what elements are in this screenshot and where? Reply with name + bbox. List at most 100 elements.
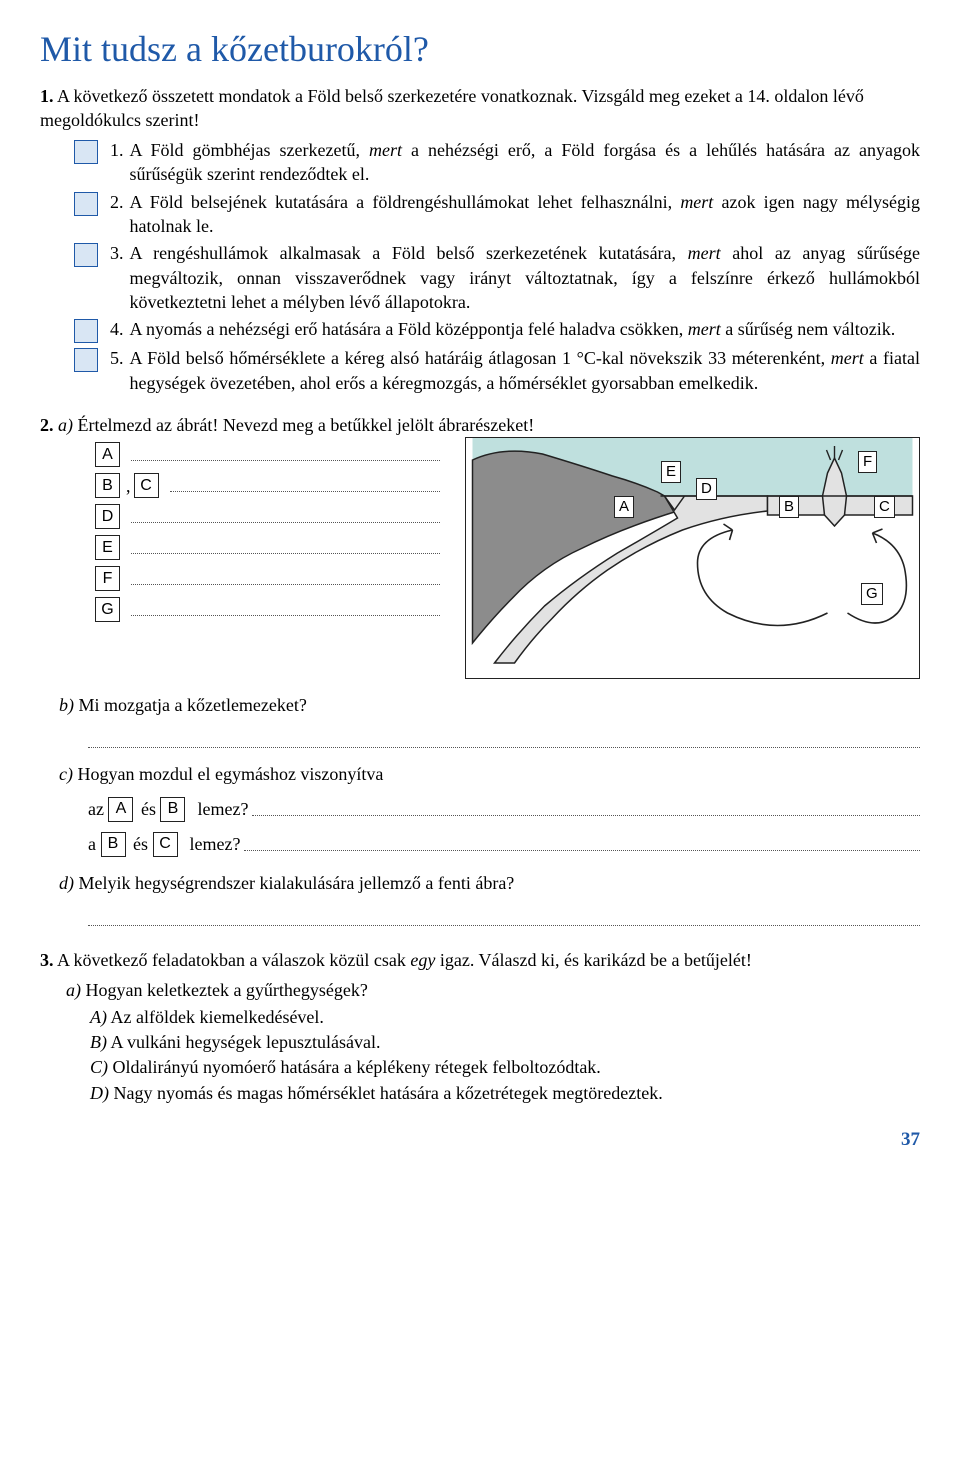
diag-label-A: A <box>614 496 634 518</box>
option-text: Oldalirányú nyomóerő hatására a képléken… <box>113 1057 601 1077</box>
q3a-label: a) <box>66 980 81 1000</box>
answer-checkbox[interactable] <box>74 192 98 216</box>
q2d: d) Melyik hegységrendszer kialakulására … <box>59 871 920 895</box>
answer-line[interactable] <box>131 572 440 585</box>
text-lemez: lemez? <box>190 832 241 856</box>
q2a-text: Értelmezd az ábrát! Nevezd meg a betűkke… <box>78 415 535 435</box>
row-G[interactable]: G <box>95 597 440 622</box>
diag-label-C: C <box>874 496 895 518</box>
tectonic-diagram: A B C D E F G <box>465 437 920 679</box>
q2c-label: c) <box>59 764 73 784</box>
q3-intro-em: egy <box>410 950 435 970</box>
answer-line[interactable] <box>88 733 920 748</box>
q2c-row1[interactable]: az A és B lemez? <box>88 797 920 822</box>
q2c: c) Hogyan mozdul el egymáshoz viszonyítv… <box>59 762 920 786</box>
text-az: az <box>88 797 104 821</box>
q1-item: 3.A rengéshullámok alkalmasak a Föld bel… <box>74 241 920 314</box>
answer-line[interactable] <box>131 448 440 461</box>
answer-line[interactable] <box>252 803 920 816</box>
diag-label-D: D <box>696 478 717 500</box>
answer-line[interactable] <box>131 541 440 554</box>
option-letter: B) <box>90 1032 107 1052</box>
answer-checkbox[interactable] <box>74 140 98 164</box>
text-a: a <box>88 832 96 856</box>
item-number: 1. <box>110 138 124 162</box>
letter-box-G: G <box>95 597 120 622</box>
comma: , <box>126 474 131 498</box>
q2d-label: d) <box>59 873 74 893</box>
letter-box-C: C <box>153 832 178 857</box>
q2-num: 2. <box>40 415 54 435</box>
diag-label-E: E <box>661 461 681 483</box>
q3-option[interactable]: C) Oldalirányú nyomóerő hatására a képlé… <box>90 1055 920 1079</box>
q2d-text: Melyik hegységrendszer kialakulására jel… <box>79 873 515 893</box>
answer-line[interactable] <box>131 510 440 523</box>
letter-box-A: A <box>95 442 120 467</box>
answer-line[interactable] <box>131 603 440 616</box>
item-number: 2. <box>110 190 124 214</box>
item-text: A Föld gömbhéjas szerkezetű, mert a nehé… <box>130 138 921 187</box>
q3-intro: A következő feladatokban a válaszok közü… <box>57 950 406 970</box>
q1-intro: 1. A következő összetett mondatok a Föld… <box>40 84 920 133</box>
answer-checkbox[interactable] <box>74 319 98 343</box>
q2b-text: Mi mozgatja a kőzetlemezeket? <box>79 695 307 715</box>
letter-box-A: A <box>108 797 133 822</box>
q2c-text: Hogyan mozdul el egymáshoz viszonyítva <box>77 764 383 784</box>
q2c-row2[interactable]: a B és C lemez? <box>88 832 920 857</box>
answer-line[interactable] <box>170 479 441 492</box>
answer-line[interactable] <box>244 838 920 851</box>
item-text: A Föld belső hőmérséklete a kéreg alsó h… <box>130 346 921 395</box>
text-es: és <box>133 832 148 856</box>
answer-checkbox[interactable] <box>74 243 98 267</box>
row-F[interactable]: F <box>95 566 440 591</box>
option-text: A vulkáni hegységek lepusztulásával. <box>111 1032 381 1052</box>
row-A[interactable]: A <box>95 442 440 467</box>
q2: 2. a) Értelmezd az ábrát! Nevezd meg a b… <box>40 413 920 926</box>
q3-intro-rest: igaz. Válaszd ki, és karikázd be a betűj… <box>440 950 752 970</box>
q3: 3. A következő feladatokban a válaszok k… <box>40 948 920 1105</box>
option-letter: D) <box>90 1083 109 1103</box>
letter-box-E: E <box>95 535 120 560</box>
item-number: 5. <box>110 346 124 370</box>
option-letter: C) <box>90 1057 108 1077</box>
letter-box-B: B <box>160 797 185 822</box>
option-text: Az alföldek kiemelkedésével. <box>111 1007 324 1027</box>
q1-num: 1. <box>40 86 54 106</box>
option-letter: A) <box>90 1007 107 1027</box>
row-E[interactable]: E <box>95 535 440 560</box>
diag-label-G: G <box>861 583 883 605</box>
page-number: 37 <box>40 1127 920 1153</box>
q3-option[interactable]: D) Nagy nyomás és magas hőmérséklet hatá… <box>90 1081 920 1105</box>
answer-checkbox[interactable] <box>74 348 98 372</box>
q2a-label: a) <box>58 415 73 435</box>
page-title: Mit tudsz a kőzetburokról? <box>40 25 920 74</box>
q1-intro-text: A következő összetett mondatok a Föld be… <box>40 86 864 130</box>
q1-item: 4.A nyomás a nehézségi erő hatására a Fö… <box>74 317 920 343</box>
q3a-text: Hogyan keletkeztek a gyűrthegységek? <box>86 980 368 1000</box>
diag-label-F: F <box>858 451 877 473</box>
row-BC[interactable]: B, C <box>95 473 440 498</box>
letter-box-D: D <box>95 504 120 529</box>
q3a: a) Hogyan keletkeztek a gyűrthegységek? <box>66 978 920 1002</box>
letter-box-B: B <box>101 832 126 857</box>
option-text: Nagy nyomás és magas hőmérséklet hatásár… <box>114 1083 663 1103</box>
item-number: 3. <box>110 241 124 265</box>
q2a-line: 2. a) Értelmezd az ábrát! Nevezd meg a b… <box>40 413 920 437</box>
diag-label-B: B <box>779 496 799 518</box>
item-number: 4. <box>110 317 124 341</box>
q2-left-column: A B, C D E F G <box>40 437 440 628</box>
text-lemez: lemez? <box>197 797 248 821</box>
row-D[interactable]: D <box>95 504 440 529</box>
q1-item: 1.A Föld gömbhéjas szerkezetű, mert a ne… <box>74 138 920 187</box>
item-text: A rengéshullámok alkalmasak a Föld belső… <box>130 241 921 314</box>
letter-box-F: F <box>95 566 120 591</box>
item-text: A nyomás a nehézségi erő hatására a Föld… <box>130 317 921 341</box>
q3-option[interactable]: A) Az alföldek kiemelkedésével. <box>90 1005 920 1029</box>
letter-box-C: C <box>134 473 159 498</box>
letter-box-B: B <box>95 473 120 498</box>
answer-line[interactable] <box>88 911 920 926</box>
q1-item: 5.A Föld belső hőmérséklete a kéreg alsó… <box>74 346 920 395</box>
q3-num: 3. <box>40 950 54 970</box>
q3-option[interactable]: B) A vulkáni hegységek lepusztulásával. <box>90 1030 920 1054</box>
q2b: b) Mi mozgatja a kőzetlemezeket? <box>59 693 920 717</box>
